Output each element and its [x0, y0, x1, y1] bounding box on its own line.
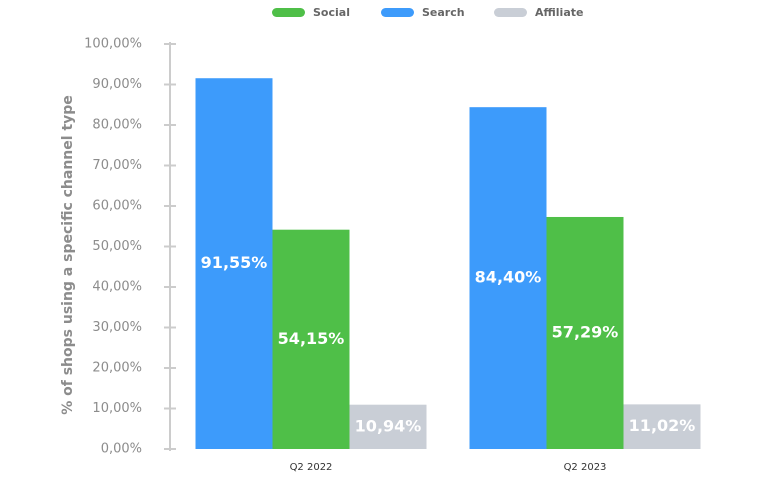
- legend-label: Social: [313, 6, 350, 19]
- bar: [546, 216, 624, 449]
- bar: [623, 404, 701, 449]
- value-label: 57,29%: [552, 322, 619, 341]
- legend-swatch: [272, 8, 305, 17]
- legend-label: Search: [422, 6, 465, 19]
- y-tick-label: 70,00%: [92, 158, 142, 173]
- y-tick-label: 50,00%: [92, 239, 142, 254]
- value-label: 11,02%: [629, 416, 696, 435]
- y-tick-label: 80,00%: [92, 118, 142, 133]
- y-tick-label: 10,00%: [92, 401, 142, 416]
- bar: [469, 107, 547, 450]
- value-label: 84,40%: [475, 268, 542, 287]
- y-axis-label: % of shops using a specific channel type: [60, 95, 76, 415]
- x-tick-label: Q2 2022: [290, 462, 333, 473]
- y-tick-label: 90,00%: [92, 77, 142, 92]
- x-tick-label: Q2 2023: [564, 462, 607, 473]
- y-tick-label: 40,00%: [92, 280, 142, 295]
- y-tick-label: 20,00%: [92, 361, 142, 376]
- value-label: 91,55%: [201, 253, 268, 272]
- legend-swatch: [381, 8, 414, 17]
- value-label: 10,94%: [355, 416, 422, 435]
- bar: [195, 78, 273, 449]
- y-tick-label: 100,00%: [84, 37, 142, 52]
- bar: [272, 229, 350, 449]
- y-tick-label: 0,00%: [101, 442, 142, 457]
- y-tick-label: 60,00%: [92, 199, 142, 214]
- legend-swatch: [494, 8, 527, 17]
- value-label: 54,15%: [278, 329, 345, 348]
- bar: [349, 404, 427, 449]
- y-tick-label: 30,00%: [92, 320, 142, 335]
- legend-label: Affiliate: [535, 6, 583, 19]
